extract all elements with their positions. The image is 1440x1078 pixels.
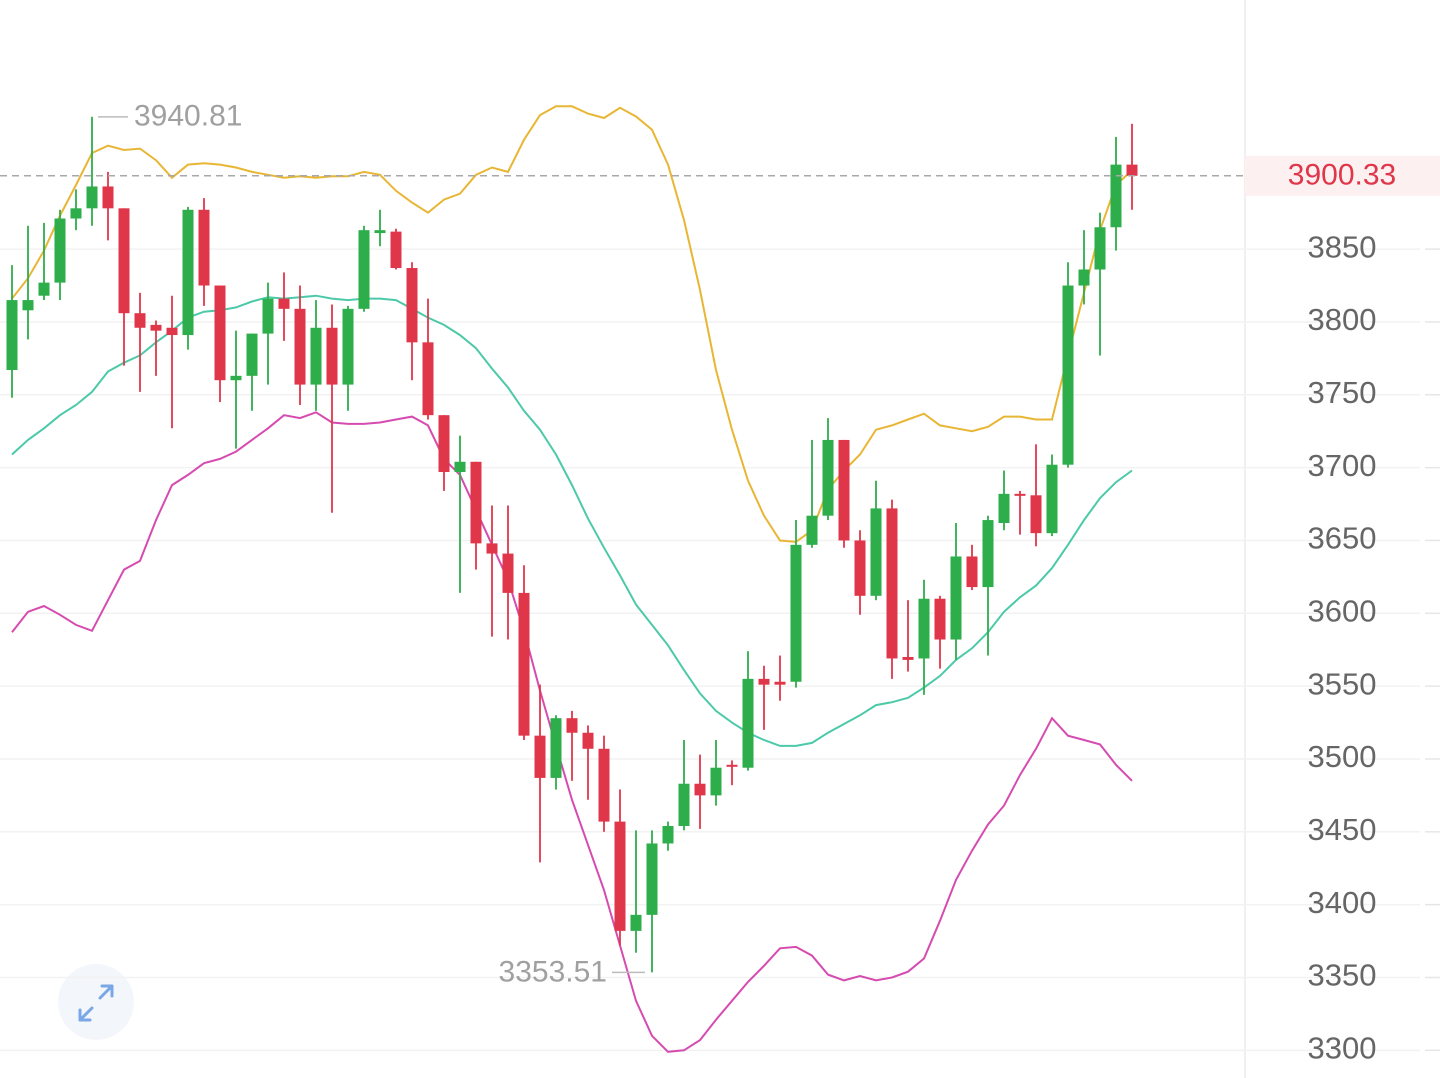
candle-body	[1062, 285, 1074, 465]
y-tick-label: 3350	[1308, 958, 1377, 993]
candle-body	[486, 543, 498, 554]
candle-body	[358, 230, 370, 309]
candle-body	[662, 825, 674, 844]
candle-body	[1014, 493, 1026, 496]
candle-body	[1126, 164, 1138, 176]
candle-body	[198, 209, 210, 286]
candle-body	[630, 914, 642, 931]
candle-body	[1030, 495, 1042, 534]
candle-body	[70, 208, 82, 219]
candle-body	[502, 553, 514, 593]
candle-body	[886, 508, 898, 659]
candle-body	[854, 540, 866, 596]
expand-icon[interactable]	[78, 984, 114, 1022]
candle-body	[806, 515, 818, 545]
candle-body	[230, 375, 242, 381]
candle-body	[406, 268, 418, 343]
candle-body	[390, 231, 402, 269]
candle-body	[950, 556, 962, 640]
min-label: 3353.51	[499, 955, 607, 988]
y-tick-label: 3800	[1308, 302, 1377, 337]
candle-body	[710, 767, 722, 796]
candle-body	[1078, 269, 1090, 286]
last-price-bg	[1245, 155, 1440, 196]
expand-button-bg[interactable]	[58, 964, 134, 1040]
candle-body	[518, 592, 530, 736]
candle-body	[6, 300, 18, 371]
y-tick-label: 3600	[1308, 593, 1377, 628]
candle-body	[38, 282, 50, 296]
candle-body	[598, 748, 610, 822]
candle-body	[150, 324, 162, 331]
candle-body	[902, 656, 914, 660]
band-line	[11, 411, 1133, 1053]
y-tick-label: 3300	[1308, 1031, 1377, 1066]
candle-body	[694, 783, 706, 796]
candle-body	[246, 333, 258, 376]
candle-body	[758, 678, 770, 685]
candle-body	[566, 718, 578, 733]
candle-body	[422, 342, 434, 416]
candle-body	[550, 718, 562, 778]
y-tick-label: 3650	[1308, 521, 1377, 556]
candle-body	[374, 230, 386, 234]
candle-body	[774, 681, 786, 685]
y-tick-label: 3450	[1308, 812, 1377, 847]
expand-button[interactable]	[58, 964, 134, 1040]
candle-body	[966, 556, 978, 588]
candle-body	[1046, 464, 1058, 534]
last-price-label: 3900.33	[1288, 159, 1396, 192]
candle-body	[1094, 227, 1106, 270]
candle-body	[86, 186, 98, 209]
candle-body	[1110, 164, 1122, 228]
band-line	[11, 294, 1133, 747]
band-line	[11, 105, 1133, 543]
candle-body	[278, 298, 290, 309]
candle-body	[310, 327, 322, 385]
candle-body	[742, 678, 754, 768]
candle-body	[22, 300, 34, 311]
y-tick-label: 3700	[1308, 448, 1377, 483]
candle-body	[870, 508, 882, 596]
candle-body	[102, 186, 114, 209]
candle-body	[838, 439, 850, 541]
candle-body	[822, 439, 834, 516]
candle-body	[438, 415, 450, 472]
candle-body	[342, 308, 354, 385]
y-tick-label: 3750	[1308, 375, 1377, 410]
candle-body	[182, 209, 194, 336]
max-label: 3940.81	[134, 100, 242, 133]
candle-body	[214, 285, 226, 381]
candle-body	[918, 598, 930, 659]
candle-body	[454, 461, 466, 472]
candle-body	[326, 327, 338, 385]
candle-body	[118, 208, 130, 314]
candle-body	[262, 298, 274, 334]
candle-body	[982, 520, 994, 588]
y-tick-label: 3400	[1308, 885, 1377, 920]
candle-body	[678, 783, 690, 826]
y-tick-label: 3500	[1308, 739, 1377, 774]
candle-body	[294, 308, 306, 385]
candle-body	[470, 461, 482, 544]
y-tick-label: 3850	[1308, 229, 1377, 264]
candle-body	[134, 313, 146, 328]
candle-body	[614, 821, 626, 931]
candle-body	[534, 735, 546, 778]
candle-body	[726, 764, 738, 767]
candle-body	[646, 843, 658, 915]
y-tick-label: 3550	[1308, 666, 1377, 701]
candle-body	[54, 218, 66, 283]
candle-body	[166, 327, 178, 336]
candle-body	[582, 732, 594, 749]
candle-body	[934, 598, 946, 640]
candle-body	[998, 493, 1010, 523]
candle-body	[790, 544, 802, 682]
